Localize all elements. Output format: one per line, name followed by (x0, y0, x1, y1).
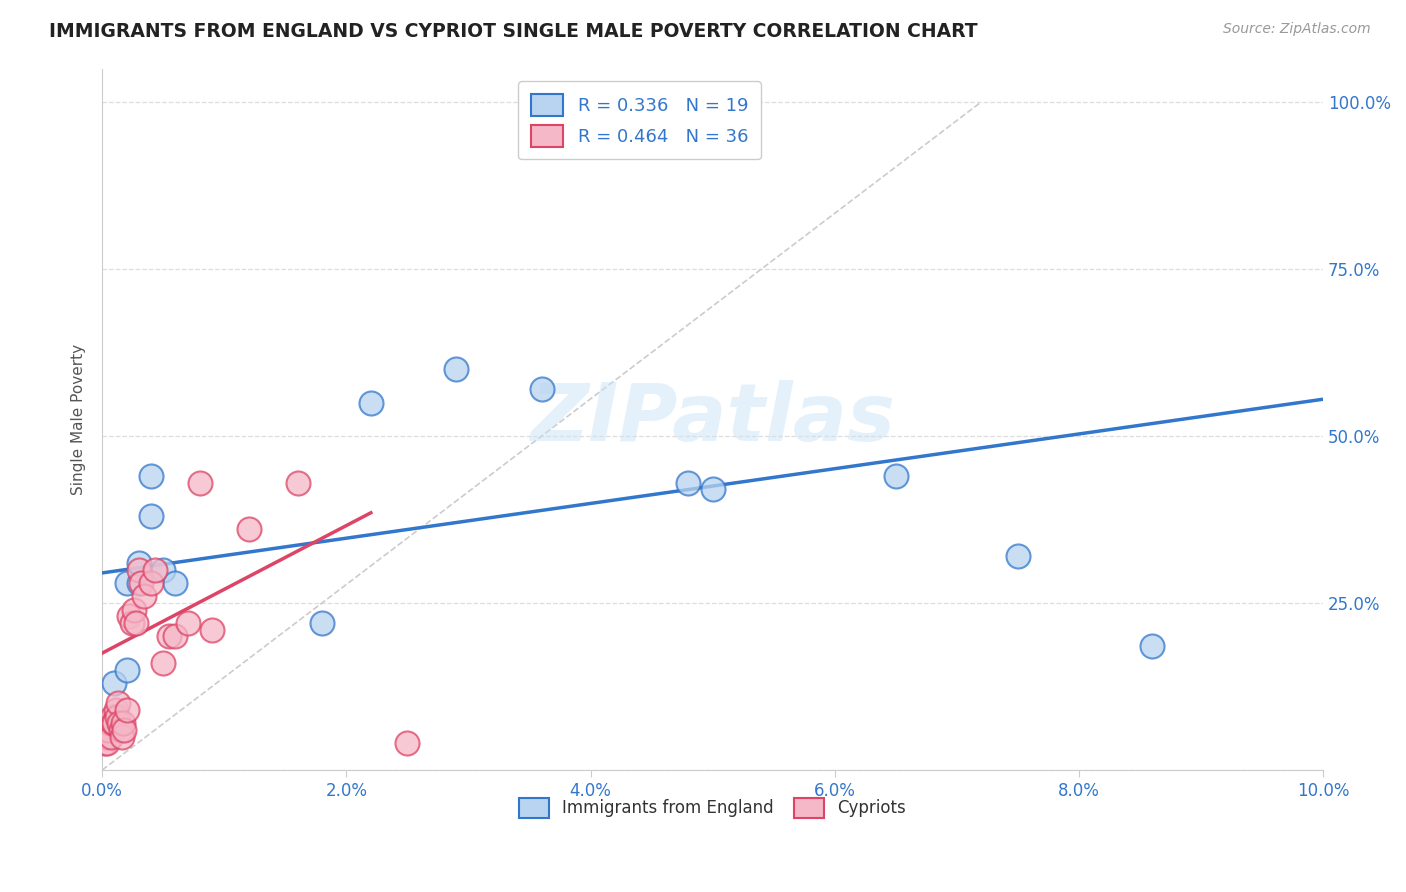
Point (93, 736, 115, 750)
Point (94, 730, 117, 744)
Point (139, 576, 162, 591)
Point (118, 609, 141, 624)
Point (238, 523, 260, 537)
Point (107, 696, 129, 710)
Point (128, 576, 150, 591)
Point (201, 623, 224, 637)
Point (152, 563, 174, 577)
Point (105, 709, 128, 723)
Point (97, 723, 120, 737)
Point (396, 736, 419, 750)
Point (115, 703, 138, 717)
Point (884, 469, 907, 483)
Point (115, 576, 138, 591)
Point (1007, 549, 1029, 564)
Point (360, 395, 382, 409)
Legend: Immigrants from England, Cypriots: Immigrants from England, Cypriots (513, 791, 912, 825)
Point (101, 709, 124, 723)
Point (110, 723, 132, 737)
Point (165, 629, 187, 643)
Point (128, 556, 150, 570)
Point (152, 656, 174, 670)
Point (111, 716, 134, 731)
Point (115, 663, 138, 677)
Point (129, 576, 152, 591)
Point (103, 716, 125, 731)
Point (108, 716, 131, 731)
Point (104, 703, 127, 717)
Point (100, 730, 122, 744)
Point (125, 615, 148, 630)
Point (188, 475, 211, 490)
Point (1140, 640, 1163, 654)
Y-axis label: Single Male Poverty: Single Male Poverty (72, 343, 86, 495)
Point (96, 736, 118, 750)
Point (139, 509, 162, 524)
Text: IMMIGRANTS FROM ENGLAND VS CYPRIOT SINGLE MALE POVERTY CORRELATION CHART: IMMIGRANTS FROM ENGLAND VS CYPRIOT SINGL… (49, 22, 977, 41)
Point (678, 475, 700, 490)
Point (122, 602, 145, 616)
Point (311, 615, 333, 630)
Text: Source: ZipAtlas.com: Source: ZipAtlas.com (1223, 22, 1371, 37)
Point (702, 483, 724, 497)
Point (103, 709, 125, 723)
Point (143, 563, 166, 577)
Text: ZIPatlas: ZIPatlas (530, 380, 896, 458)
Point (287, 475, 309, 490)
Point (165, 576, 187, 591)
Point (176, 615, 198, 630)
Point (111, 730, 134, 744)
Point (157, 629, 180, 643)
Point (446, 362, 468, 376)
Point (530, 382, 553, 396)
Point (112, 723, 135, 737)
Point (128, 563, 150, 577)
Point (98, 716, 121, 731)
Point (103, 676, 125, 690)
Point (132, 589, 155, 603)
Point (121, 615, 143, 630)
Point (139, 469, 162, 483)
Point (103, 716, 125, 731)
